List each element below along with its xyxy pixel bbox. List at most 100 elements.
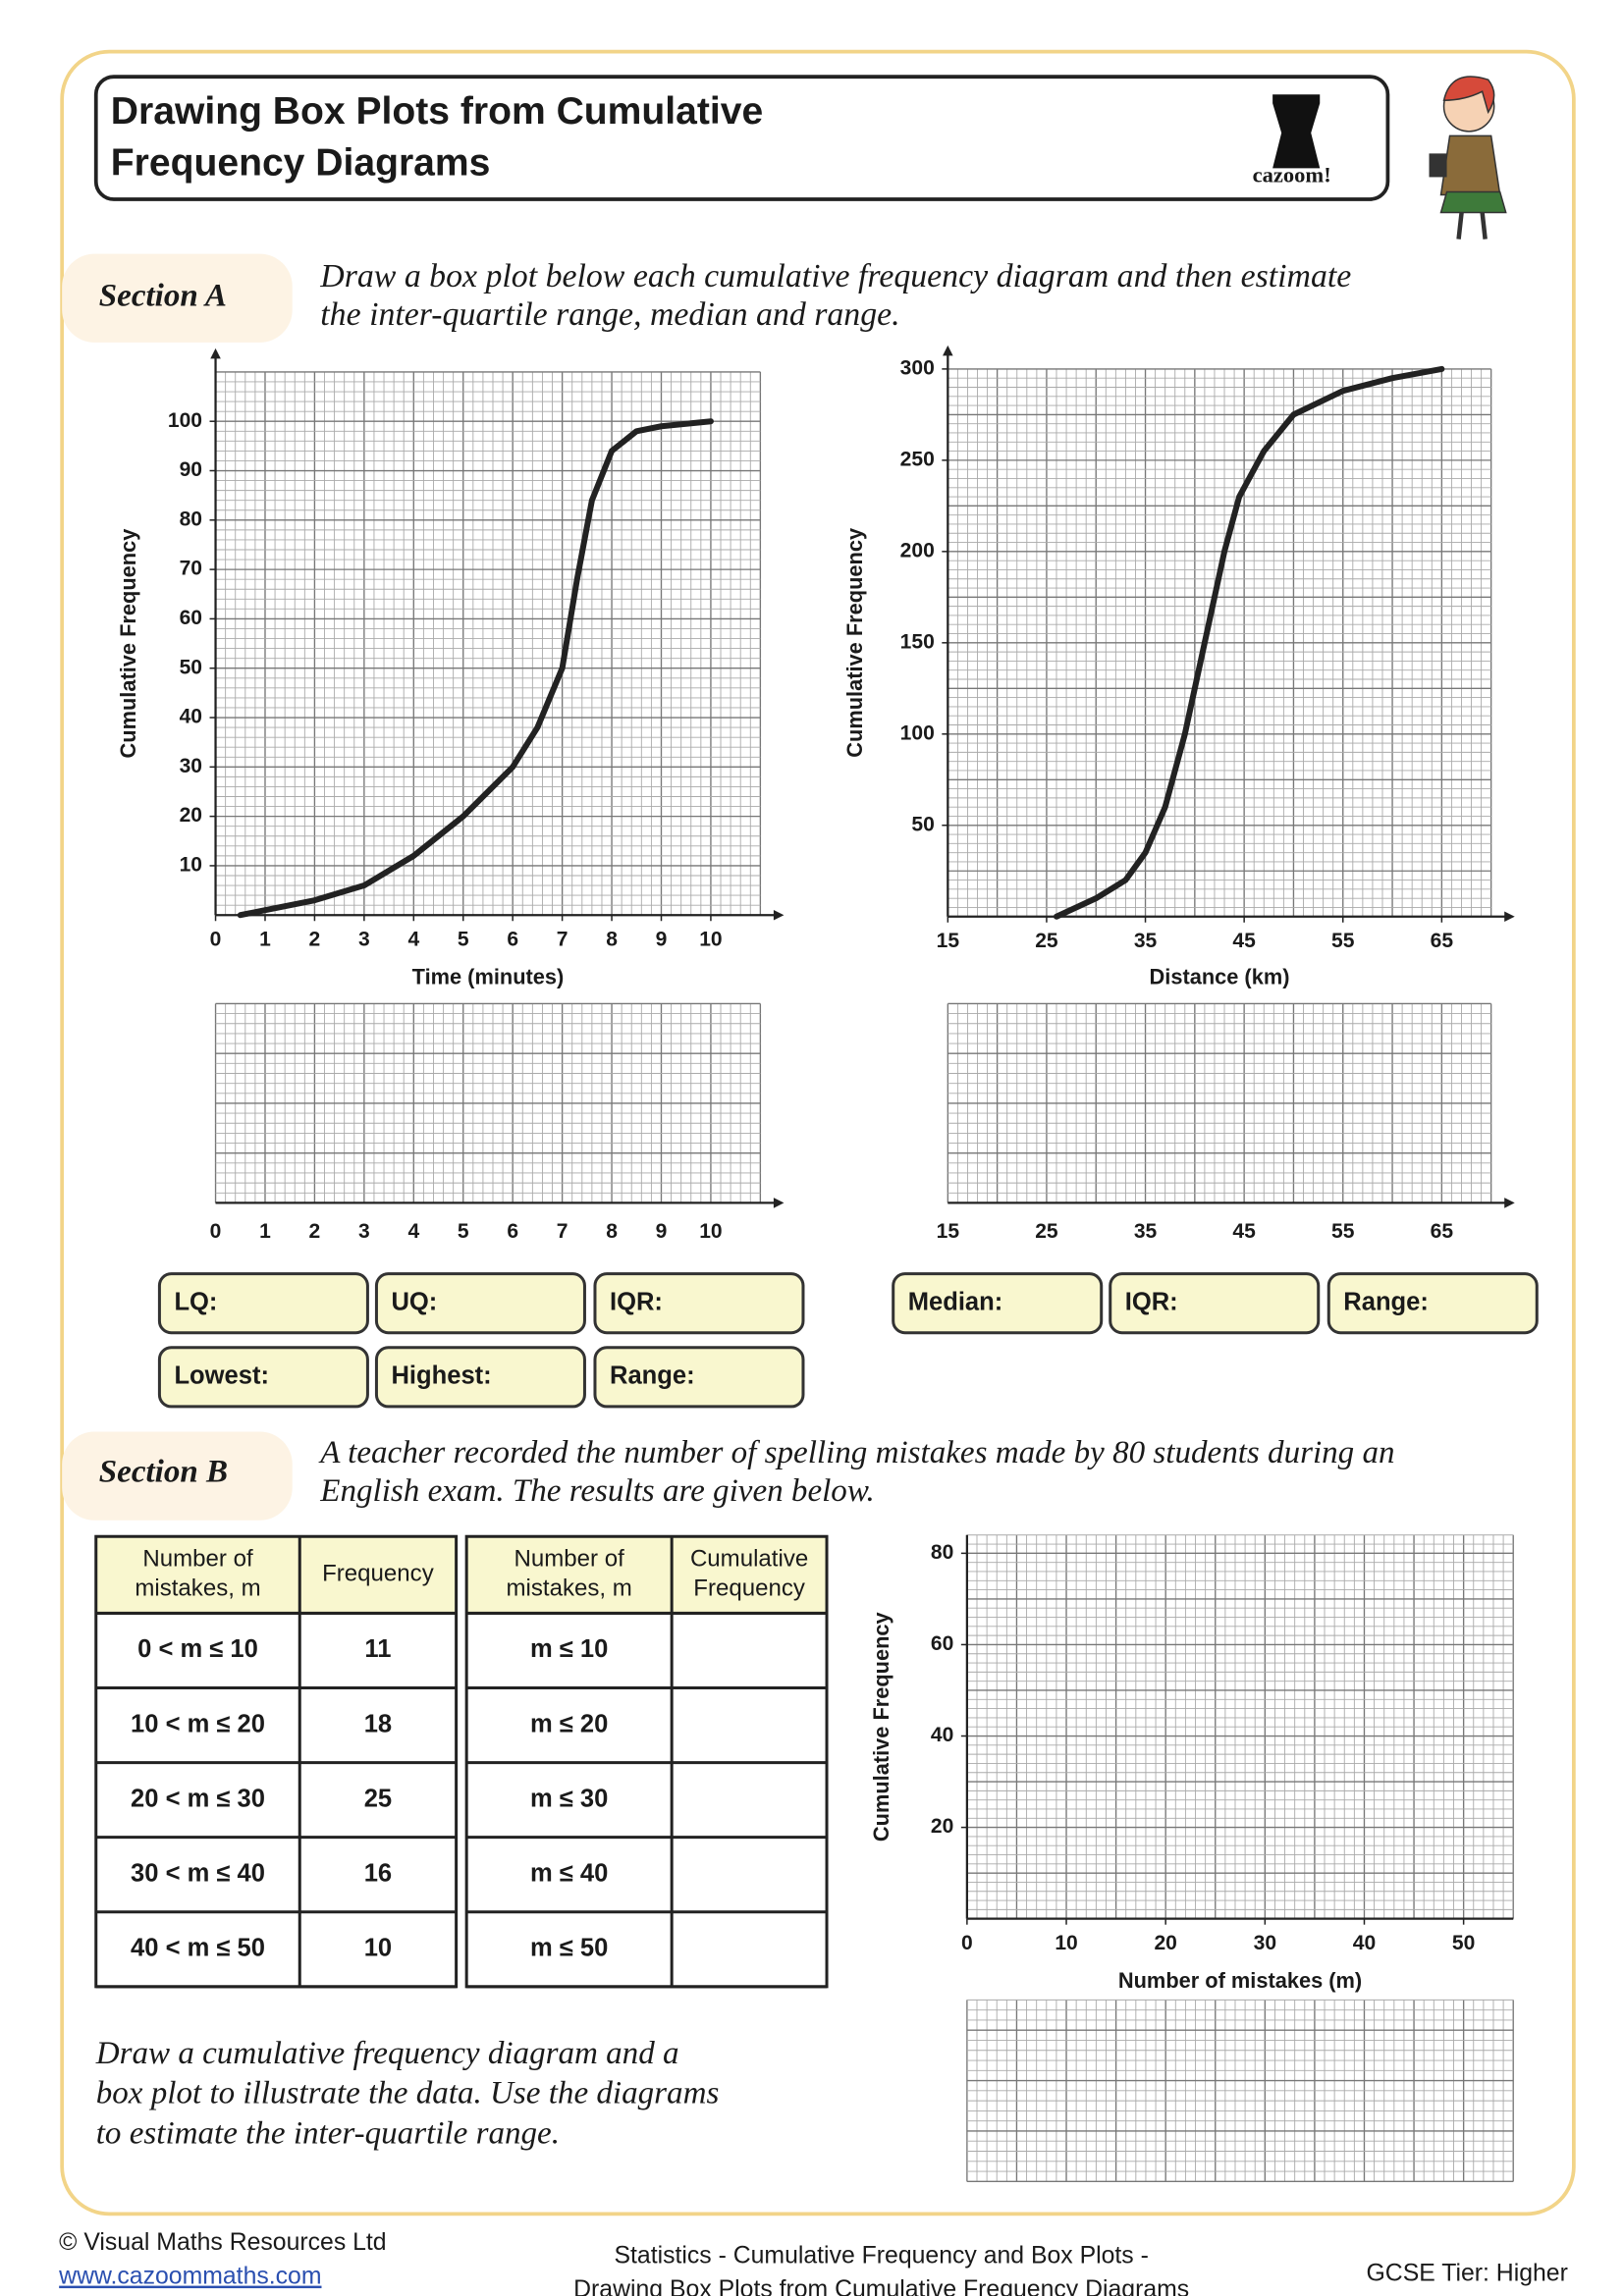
table-cell: 18 xyxy=(364,1710,392,1737)
box-plot-grid: 15 25 35 45 55 65 xyxy=(937,1002,1515,1243)
x-tick-label: 65 xyxy=(1431,930,1454,952)
answer-box xyxy=(157,1346,369,1409)
y-tick-label: 20 xyxy=(180,804,202,827)
website-link[interactable]: www.cazoommaths.com xyxy=(58,2264,321,2290)
answer-box xyxy=(1109,1272,1321,1335)
answer-label: Median: xyxy=(908,1288,1003,1315)
y-axis-label: Cumulative Frequency xyxy=(842,528,867,758)
content: LQ: UQ: IQR: Lowest: Highest: Range: Median: IQ… xyxy=(94,345,1539,2182)
x-axis-label: Distance (km) xyxy=(1150,965,1290,989)
y-tick-label: 100 xyxy=(168,409,202,432)
x-tick-label: 15 xyxy=(937,930,960,952)
y-tick-label: 80 xyxy=(180,507,202,530)
x-tick-label: 9 xyxy=(656,928,668,950)
answer-label: IQR: xyxy=(610,1288,663,1315)
task: to estimate the inter-quartile range. xyxy=(96,2115,560,2151)
task: Draw a cumulative frequency diagram and … xyxy=(95,2036,679,2071)
x-tick-label: 5 xyxy=(458,1220,469,1243)
box-plot-grid xyxy=(966,1999,1514,2182)
instruction: A teacher recorded the number of spellin… xyxy=(318,1435,1394,1470)
x-tick-label: 6 xyxy=(507,928,518,950)
y-tick-label: 40 xyxy=(931,1724,953,1746)
x-tick-label: 1 xyxy=(259,928,271,950)
x-tick-label: 35 xyxy=(1134,1220,1158,1243)
x-tick-label: 55 xyxy=(1331,1220,1355,1243)
x-tick-label: 7 xyxy=(557,928,568,950)
answer-box xyxy=(593,1346,805,1409)
y-tick-label: 300 xyxy=(900,356,935,379)
chart: 10 20 30 40 50 60 70 80 90 100 0 1 2 3 4 5 6 7 8 9 10 Cumulat… xyxy=(116,347,785,989)
y-tick-label: 50 xyxy=(180,656,202,678)
y-tick-label: 60 xyxy=(180,607,202,629)
y-tick-label: 40 xyxy=(180,706,202,728)
section-label: Section A xyxy=(99,278,227,313)
table-header: Frequency xyxy=(322,1561,434,1587)
answer-label: LQ: xyxy=(174,1288,217,1315)
answer-label: IQR: xyxy=(1125,1288,1178,1315)
x-tick-label: 4 xyxy=(407,928,419,950)
instruction: Draw a box plot below each cumulative fr… xyxy=(319,258,1351,294)
table-cell: m ≤ 20 xyxy=(530,1710,608,1737)
x-tick-label: 65 xyxy=(1431,1220,1454,1243)
answer-box xyxy=(1326,1272,1539,1335)
x-tick-label: 35 xyxy=(1134,930,1158,952)
section-label: Section B xyxy=(99,1455,228,1490)
title: Drawing Box Plots from Cumulative xyxy=(111,90,763,133)
x-axis-label: Number of mistakes (m) xyxy=(1118,1968,1362,1993)
y-axis-label: Cumulative Frequency xyxy=(869,1612,893,1842)
cumulative-curve xyxy=(237,418,714,919)
table-header: mistakes, m xyxy=(135,1575,260,1602)
x-tick-label: 0 xyxy=(210,928,222,950)
instruction: English exam. The results are given belo… xyxy=(319,1473,874,1509)
table-cell: 16 xyxy=(364,1859,392,1887)
x-tick-label: 25 xyxy=(1035,930,1058,952)
table-cell: m ≤ 10 xyxy=(530,1635,608,1663)
table-cell: m ≤ 50 xyxy=(530,1935,608,1962)
table-cell: m ≤ 40 xyxy=(530,1859,608,1887)
axis-arrow xyxy=(773,1198,785,1208)
table-cell: 11 xyxy=(364,1635,391,1663)
mascot xyxy=(1429,76,1507,240)
table-cell: m ≤ 30 xyxy=(530,1785,608,1812)
x-tick-label: 9 xyxy=(656,1220,668,1243)
x-tick-label: 50 xyxy=(1452,1932,1475,1954)
answer-label: UQ: xyxy=(391,1288,437,1315)
axis-arrow xyxy=(1504,1198,1515,1208)
table-header: Cumulative xyxy=(690,1546,808,1573)
table-header-bg xyxy=(95,1536,457,1614)
answer-label: Range: xyxy=(1343,1288,1429,1315)
table-cell: 40 < m ≤ 50 xyxy=(131,1935,265,1962)
y-tick-label: 70 xyxy=(180,558,202,580)
table-cell: 20 < m ≤ 30 xyxy=(131,1785,265,1812)
instruction: the inter-quartile range, median and ran… xyxy=(320,296,899,333)
chart: 50 100 150 200 250 300 15 25 35 45 55 65 Cumulative … xyxy=(842,345,1515,989)
x-axis-label: Time (minutes) xyxy=(412,965,565,989)
x-tick-label: 25 xyxy=(1035,1220,1058,1243)
answer-box xyxy=(157,1272,369,1335)
y-tick-label: 200 xyxy=(900,539,935,561)
y-tick-label: 30 xyxy=(180,755,202,777)
answer-label: Lowest: xyxy=(174,1362,269,1390)
axis-arrow xyxy=(773,909,785,921)
y-tick-label: 90 xyxy=(180,458,202,481)
table-header: Number of xyxy=(142,1546,253,1573)
box-plot-grid: 0 1 2 3 4 5 6 7 8 9 10 xyxy=(210,1002,785,1243)
x-tick-label: 5 xyxy=(458,928,469,950)
table-cell: 10 xyxy=(364,1935,392,1962)
x-tick-label: 10 xyxy=(699,1220,722,1243)
answer-label: Range: xyxy=(610,1362,695,1390)
logo: cazoom! xyxy=(1253,94,1331,187)
answer-box xyxy=(374,1272,586,1335)
x-tick-label: 3 xyxy=(358,928,370,950)
cumulative-curve xyxy=(1053,365,1445,920)
y-tick-label: 60 xyxy=(931,1632,953,1655)
table-header: Frequency xyxy=(693,1575,805,1602)
axis-arrow xyxy=(210,347,221,359)
y-tick-label: 20 xyxy=(931,1815,953,1838)
table-frame xyxy=(94,1534,459,1989)
x-tick-label: 1 xyxy=(259,1220,271,1243)
topic: Statistics - Cumulative Frequency and Bo… xyxy=(614,2243,1148,2269)
axis-arrow xyxy=(1504,911,1515,922)
topic: Drawing Box Plots from Cumulative Freque… xyxy=(573,2276,1189,2296)
x-tick-label: 20 xyxy=(1154,1932,1176,1954)
